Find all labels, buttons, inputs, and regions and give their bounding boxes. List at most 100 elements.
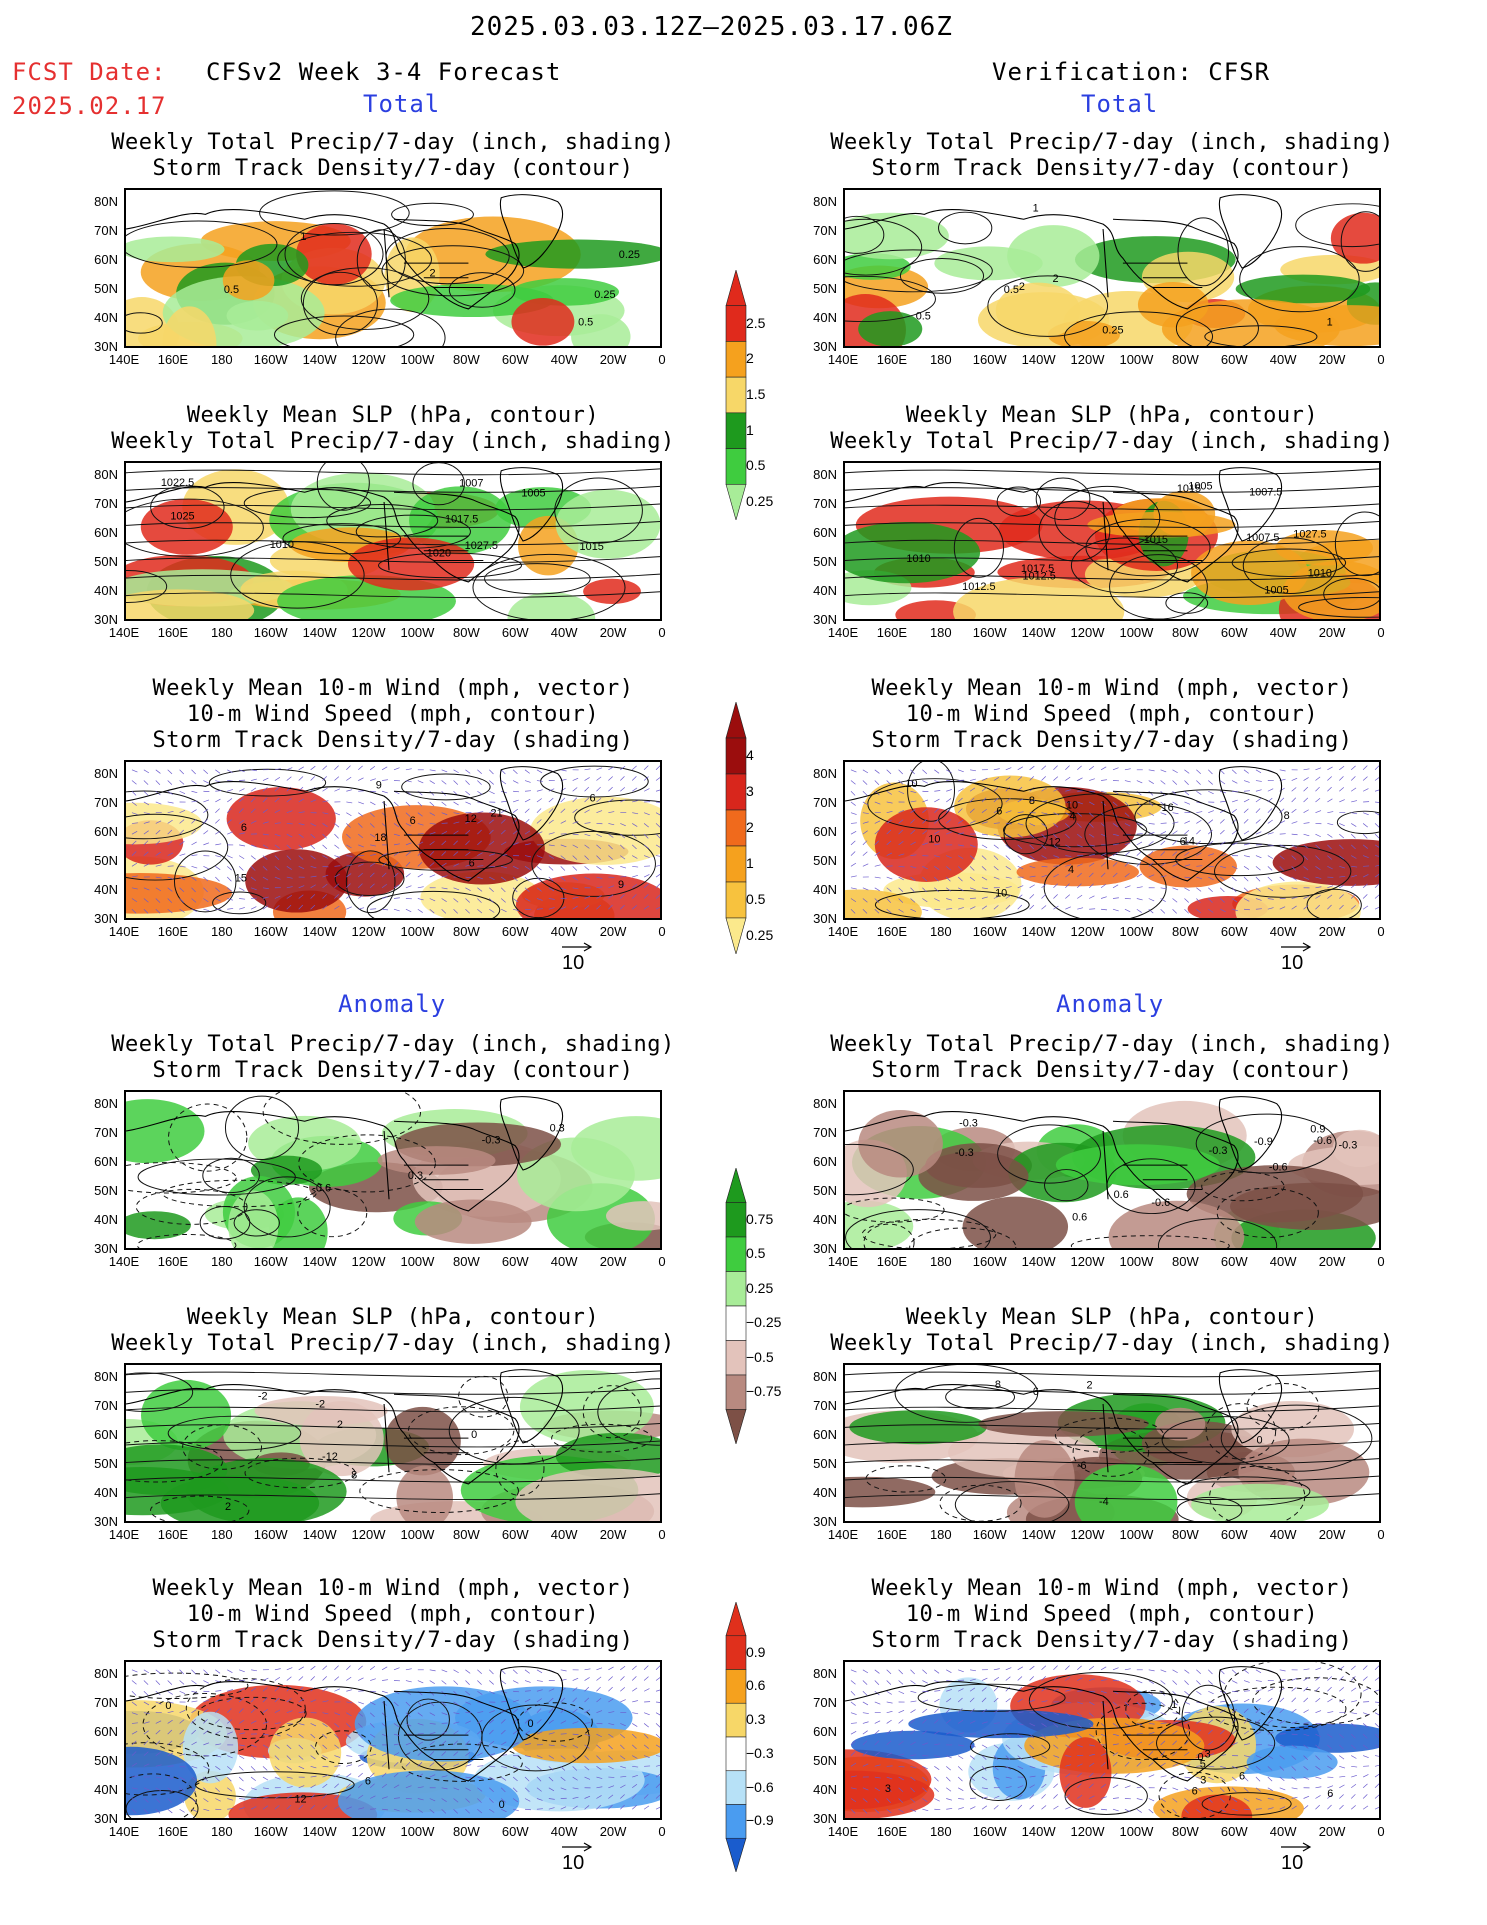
wind-vector bbox=[1160, 1731, 1167, 1735]
wind-vector bbox=[131, 801, 137, 806]
colorbar-segment bbox=[725, 341, 747, 378]
wind-vector bbox=[1220, 1765, 1227, 1769]
wind-vector bbox=[631, 883, 638, 889]
wind-vector bbox=[874, 1751, 880, 1756]
wind-vector bbox=[1255, 1708, 1261, 1713]
wind-vector bbox=[250, 797, 256, 803]
wind-vector bbox=[572, 876, 578, 881]
latitude-tick: 40N bbox=[94, 310, 118, 325]
wind-vector bbox=[1327, 885, 1334, 889]
wind-vector bbox=[643, 1665, 649, 1671]
contour-label: -12 bbox=[322, 1451, 338, 1463]
longitude-tick: 140W bbox=[302, 1824, 337, 1839]
wind-vector bbox=[1065, 1773, 1071, 1778]
wind-vector bbox=[1339, 876, 1346, 878]
wind-vector bbox=[1231, 799, 1238, 803]
wind-vector bbox=[1136, 908, 1142, 913]
wind-vector bbox=[524, 1719, 530, 1724]
wind-vector bbox=[1351, 823, 1357, 827]
wind-vector bbox=[346, 1764, 353, 1767]
contour-line bbox=[531, 830, 656, 897]
wind-vector bbox=[1327, 823, 1334, 826]
wind-vector bbox=[560, 1720, 567, 1724]
wind-vector bbox=[441, 1762, 447, 1767]
contour-line bbox=[1177, 1476, 1311, 1507]
colorbar-segment bbox=[725, 1669, 747, 1704]
wind-vector bbox=[946, 887, 952, 892]
wind-vector bbox=[1172, 780, 1178, 785]
wind-vector bbox=[477, 865, 484, 867]
longitude-tick: 80W bbox=[1171, 1254, 1199, 1269]
map-panel: 1027.5 1007 1010 1005 1025 1020 1022.5 1017.5 10… bbox=[124, 461, 662, 621]
longitude-tick: 60W bbox=[1220, 352, 1248, 367]
wind-vector bbox=[631, 776, 637, 781]
wind-vector bbox=[322, 1744, 328, 1750]
longitude-tick: 160W bbox=[972, 1824, 1007, 1839]
wind-vector bbox=[1315, 1710, 1322, 1714]
wind-vector bbox=[655, 823, 660, 828]
wind-vector bbox=[584, 1677, 590, 1681]
contour-line bbox=[1054, 1417, 1165, 1453]
wind-vector bbox=[191, 876, 197, 881]
colorbar-label: 3 bbox=[746, 783, 754, 799]
wind-vector bbox=[453, 898, 459, 903]
wind-vector bbox=[310, 1665, 316, 1671]
wind-vector bbox=[1243, 1719, 1249, 1724]
longitude-tick: 160W bbox=[253, 625, 288, 640]
wind-vector bbox=[1053, 833, 1058, 839]
wind-vector bbox=[1255, 808, 1261, 813]
longitude-tick: 60W bbox=[501, 1254, 529, 1269]
wind-vector bbox=[238, 887, 245, 891]
wind-vector bbox=[441, 812, 448, 816]
wind-vector bbox=[1136, 861, 1142, 867]
wind-vector bbox=[167, 790, 173, 795]
wind-vector bbox=[131, 840, 137, 846]
contour-label: 1010 bbox=[270, 539, 294, 551]
wind-vector bbox=[1303, 768, 1310, 771]
field-shading bbox=[874, 807, 978, 883]
wind-vector bbox=[1339, 799, 1345, 803]
latitude-tick: 50N bbox=[813, 853, 837, 868]
contour-line bbox=[551, 1423, 653, 1453]
wind-vector bbox=[862, 851, 868, 856]
wind-vector bbox=[1065, 883, 1070, 889]
wind-vector bbox=[1351, 865, 1358, 868]
wind-vector bbox=[1112, 1808, 1119, 1812]
field-shading bbox=[1235, 274, 1371, 304]
wind-vector bbox=[981, 1787, 988, 1790]
contour-label: 2 bbox=[225, 1501, 231, 1513]
wind-vector bbox=[1219, 1776, 1226, 1781]
wind-vector bbox=[1184, 1776, 1191, 1779]
wind-vector bbox=[1053, 1805, 1059, 1810]
wind-vector bbox=[417, 1808, 423, 1813]
wind-vector bbox=[1339, 1687, 1345, 1692]
field-shading bbox=[162, 306, 217, 346]
wind-vector bbox=[1350, 883, 1357, 889]
wind-vector bbox=[238, 819, 245, 824]
wind-vector bbox=[524, 1798, 531, 1802]
wind-vector bbox=[548, 844, 555, 847]
map-panel: 2 6 -4 0 8 -6 bbox=[843, 1363, 1381, 1523]
wind-vector bbox=[969, 797, 975, 803]
wind-vector bbox=[1339, 1804, 1344, 1810]
latitude-tick: 50N bbox=[813, 1753, 837, 1768]
wind-vector bbox=[417, 873, 424, 878]
wind-vector bbox=[524, 830, 531, 835]
wind-vector bbox=[862, 887, 869, 891]
wind-vector bbox=[1065, 1806, 1071, 1810]
wind-vector bbox=[1327, 1711, 1334, 1714]
wind-vector bbox=[1160, 851, 1166, 856]
wind-vector bbox=[1112, 823, 1119, 828]
wind-vector bbox=[131, 1691, 137, 1696]
wind-vector bbox=[143, 821, 150, 824]
wind-vector bbox=[322, 855, 328, 859]
wind-vector bbox=[1267, 866, 1273, 871]
wind-vector bbox=[191, 780, 197, 785]
wind-vector bbox=[262, 1776, 269, 1781]
wind-vector bbox=[850, 851, 856, 856]
contour-line bbox=[126, 1773, 197, 1818]
wind-vector bbox=[191, 1741, 197, 1746]
contour-label: -0.3 bbox=[959, 1117, 978, 1129]
vector-scale-arrow bbox=[562, 1842, 593, 1852]
wind-vector bbox=[608, 1723, 615, 1726]
